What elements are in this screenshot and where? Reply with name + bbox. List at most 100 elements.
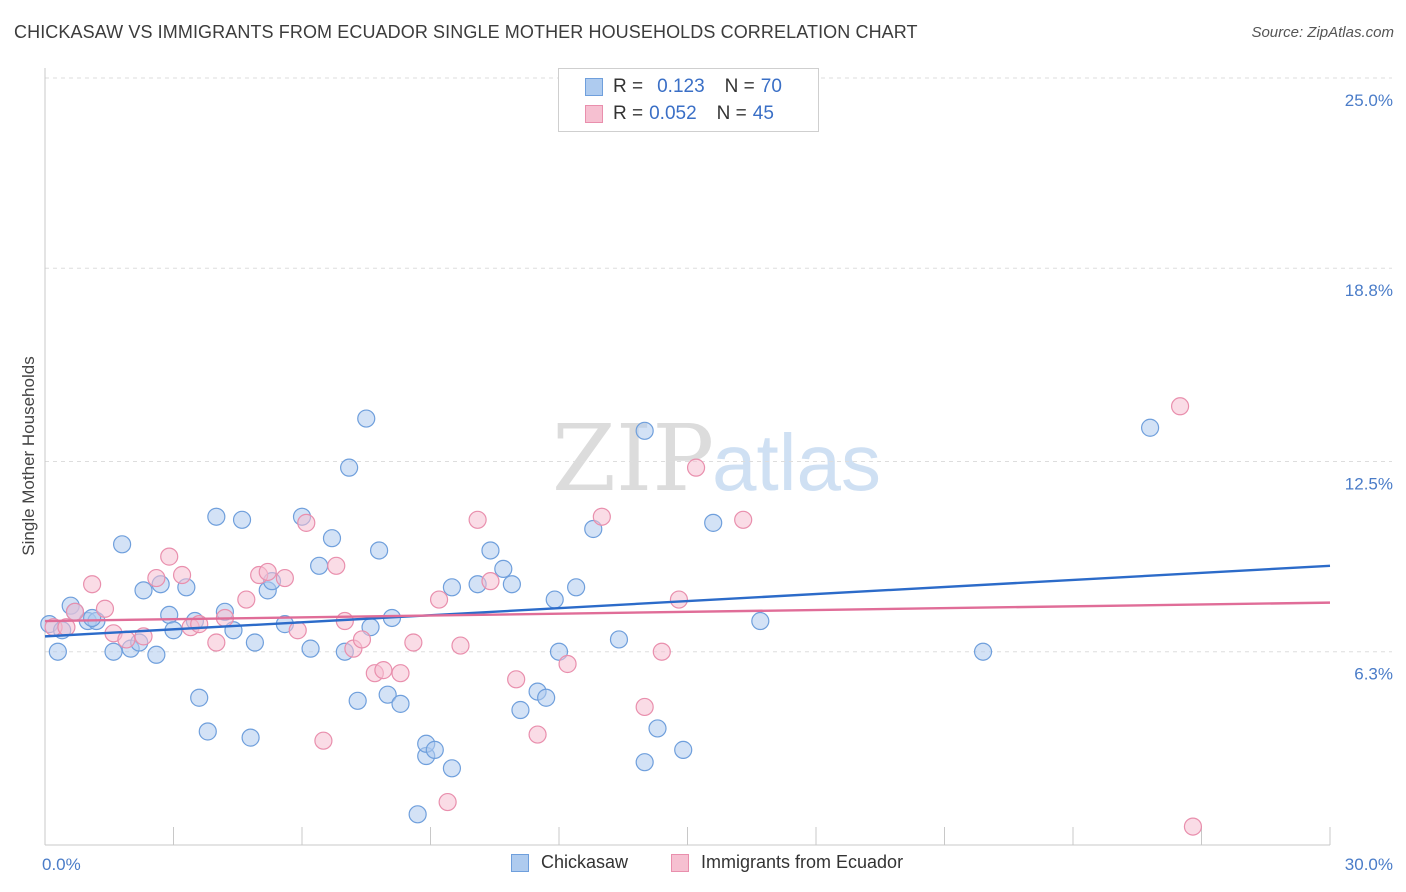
legend-n-value: 45: [752, 103, 774, 124]
ecuador-point: [404, 633, 423, 652]
chickasaw-point: [537, 688, 556, 707]
chickasaw-point: [370, 541, 389, 560]
chickasaw-point: [494, 559, 513, 578]
ecuador-point: [258, 562, 277, 582]
watermark-zip: ZIP: [552, 405, 714, 512]
legend-n-label: N =: [724, 76, 755, 97]
chickasaw-point: [511, 700, 530, 720]
chickasaw-point: [48, 642, 67, 661]
data-points: [40, 93, 1203, 836]
grid-lines: [45, 77, 1392, 653]
chickasaw-point: [134, 581, 153, 600]
ecuador-point: [288, 621, 307, 640]
ecuador-point: [592, 507, 611, 526]
chickasaw-point: [198, 722, 217, 741]
axes: [44, 68, 1331, 846]
ecuador-point: [686, 458, 706, 477]
tick-labels: 6.3% 12.5% 18.8% 25.0% 0.0% 30.0%: [42, 91, 1393, 874]
ecuador-point: [451, 636, 470, 655]
ecuador-point: [297, 513, 316, 532]
series-legend: Chickasaw Immigrants from Ecuador: [0, 852, 1406, 878]
chart-title: CHICKASAW VS IMMIGRANTS FROM ECUADOR SIN…: [14, 22, 918, 42]
ecuador-point: [558, 654, 577, 674]
series-swatch-blue: [511, 853, 529, 872]
chickasaw-point: [1140, 418, 1160, 437]
legend-swatch-pink: [585, 105, 603, 123]
chickasaw-point: [635, 421, 654, 440]
source-label: Source: ZipAtlas.com: [1251, 24, 1394, 41]
ecuador-point: [635, 697, 654, 717]
legend-n-label: N =: [716, 103, 747, 124]
ecuador-point: [83, 575, 102, 594]
chickasaw-trend-line: [44, 564, 1331, 638]
chickasaw-point: [442, 759, 462, 778]
ecuador-point: [172, 565, 192, 585]
watermark: ZIP atlas: [552, 405, 881, 512]
chickasaw-point: [104, 642, 123, 661]
y-tick-label: 12.5%: [1345, 475, 1393, 494]
chickasaw-point: [545, 590, 564, 609]
chickasaw-point: [160, 605, 179, 625]
chickasaw-point: [549, 642, 569, 661]
chickasaw-point: [378, 685, 397, 704]
chickasaw-point: [207, 507, 226, 526]
legend-swatch-blue: [585, 78, 603, 96]
chickasaw-point: [340, 458, 359, 477]
stats-legend: R = 0.123 N = 70 R = 0.052 N = 45: [558, 68, 819, 132]
ecuador-point: [275, 568, 294, 588]
ecuador-point: [65, 602, 85, 621]
chickasaw-point: [112, 535, 132, 554]
chickasaw-point: [245, 633, 264, 652]
ecuador-point: [237, 590, 256, 609]
chickasaw-point: [348, 691, 367, 710]
ecuador-point: [314, 731, 333, 750]
chickasaw-point: [442, 578, 462, 597]
chickasaw-point: [481, 541, 500, 560]
series-label-ecuador: Immigrants from Ecuador: [701, 852, 904, 872]
ecuador-point: [147, 568, 166, 588]
watermark-atlas: atlas: [712, 418, 881, 507]
ecuador-point: [481, 572, 500, 591]
legend-r-value: 0.052: [649, 103, 697, 124]
chickasaw-point: [609, 630, 629, 649]
chickasaw-point: [83, 608, 102, 628]
chickasaw-point: [751, 611, 770, 631]
chickasaw-point: [648, 719, 667, 738]
chickasaw-point: [391, 694, 410, 713]
chickasaw-point: [635, 753, 654, 772]
ecuador-point: [652, 642, 671, 661]
chickasaw-point: [357, 409, 376, 428]
x-tick-label: 30.0%: [1345, 855, 1393, 874]
chickasaw-point: [502, 575, 521, 594]
ecuador-point: [327, 556, 346, 575]
chickasaw-point: [190, 688, 209, 707]
chickasaw-point: [408, 805, 427, 824]
chickasaw-point: [425, 740, 444, 759]
x-tick-label: 0.0%: [42, 855, 81, 874]
legend-r-label: R =: [613, 76, 644, 97]
ecuador-point: [1183, 817, 1203, 836]
ecuador-point: [352, 630, 372, 649]
chickasaw-point: [584, 519, 603, 539]
legend-row-ecuador: R = 0.052 N = 45: [585, 101, 774, 127]
ecuador-point: [391, 664, 410, 683]
chickasaw-point: [232, 510, 252, 529]
trend-lines: [44, 564, 1331, 638]
legend-row-chickasaw: R = 0.123 N = 70: [585, 74, 782, 100]
chickasaw-point: [567, 578, 586, 597]
y-tick-label: 18.8%: [1345, 281, 1393, 300]
chickasaw-point: [674, 740, 693, 759]
chickasaw-point: [310, 556, 329, 575]
ecuador-point: [117, 630, 136, 649]
ecuador-trend-line: [44, 601, 1331, 623]
ecuador-point: [95, 599, 115, 618]
ecuador-point: [207, 633, 226, 652]
ecuador-point: [429, 590, 449, 609]
ecuador-point: [438, 792, 457, 812]
ecuador-point: [468, 510, 487, 529]
series-legend-ecuador: Immigrants from Ecuador: [671, 852, 903, 873]
chickasaw-point: [322, 529, 342, 548]
ecuador-point: [734, 510, 753, 529]
ecuador-point: [528, 725, 547, 744]
